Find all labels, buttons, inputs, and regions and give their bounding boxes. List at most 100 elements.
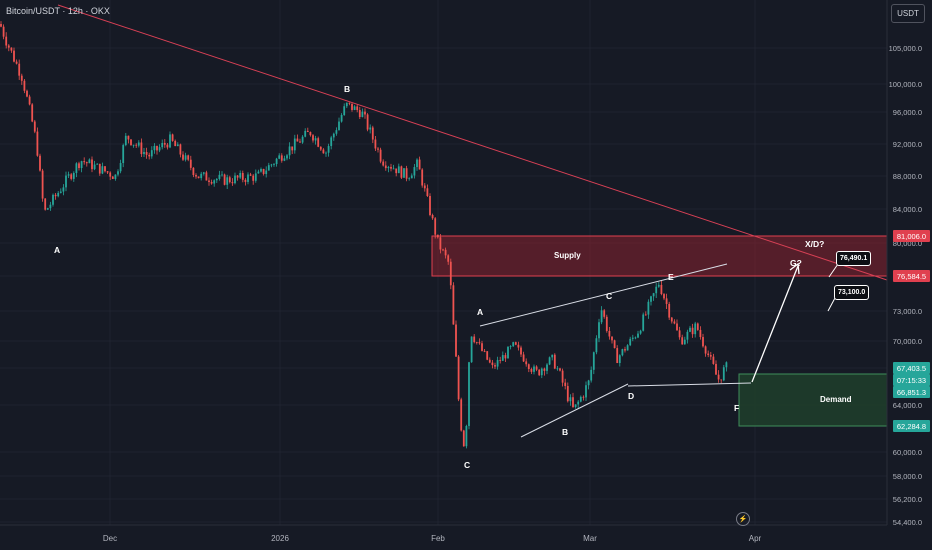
candle-down — [5, 32, 8, 49]
candle-up — [153, 143, 156, 154]
candle-up — [267, 162, 270, 171]
candle-up — [468, 361, 470, 430]
candle-up — [283, 155, 286, 162]
candle-down — [663, 293, 665, 301]
candle-up — [345, 102, 348, 109]
candle-up — [686, 329, 689, 344]
candle-up — [647, 299, 650, 319]
candle-down — [709, 351, 712, 360]
candles — [0, 21, 728, 449]
candle-up — [80, 160, 83, 173]
candle-up — [650, 295, 652, 306]
candle-up — [150, 146, 153, 159]
wave-label-f-minor: F — [734, 403, 740, 413]
candle-down — [174, 139, 177, 147]
candle-down — [668, 301, 671, 320]
candle-down — [665, 293, 668, 309]
candle-up — [265, 166, 268, 178]
candle-down — [429, 193, 431, 217]
price-axis[interactable]: 105,000.0 100,000.0 96,000.0 92,000.0 88,000… — [889, 44, 922, 527]
candle-down — [712, 353, 715, 365]
candle-down — [366, 113, 369, 132]
candle-up — [512, 341, 515, 347]
candle-down — [455, 320, 457, 357]
candle-down — [104, 166, 106, 173]
currency-button[interactable]: USDT — [891, 4, 925, 23]
price-tick-label: 92,000.0 — [893, 140, 922, 149]
candle-down — [488, 357, 491, 364]
candle-down — [312, 134, 314, 143]
candle-up — [278, 153, 281, 160]
candle-up — [93, 160, 96, 171]
candle-down — [444, 247, 447, 259]
chart-title: Bitcoin/USDT · 12h · OKX — [6, 6, 110, 16]
candle-down — [670, 316, 673, 324]
candle-up — [416, 158, 418, 171]
time-axis[interactable]: Dec 2026 Feb Mar Apr — [103, 534, 762, 543]
price-tick-label: 60,000.0 — [893, 448, 922, 457]
lightning-icon[interactable]: ⚡ — [736, 512, 750, 526]
candle-down — [702, 333, 704, 348]
candle-down — [7, 44, 10, 52]
time-tick-label: Apr — [749, 534, 762, 543]
candle-down — [478, 338, 481, 345]
candle-up — [325, 151, 327, 157]
candle-up — [132, 144, 135, 148]
candle-up — [546, 363, 548, 375]
candle-up — [65, 171, 67, 192]
arrow-head-icon — [789, 262, 800, 275]
candle-up — [343, 103, 346, 116]
candle-down — [564, 378, 567, 390]
candle-up — [52, 193, 54, 207]
candle-up — [392, 164, 395, 170]
candle-up — [184, 152, 187, 162]
candle-up — [304, 128, 307, 138]
candle-up — [369, 124, 372, 134]
candle-up — [556, 365, 559, 371]
candle-down — [681, 334, 684, 345]
candle-down — [473, 334, 476, 344]
candle-up — [637, 330, 639, 339]
candle-up — [683, 336, 686, 345]
candle-down — [559, 367, 561, 372]
candle-down — [41, 168, 44, 202]
candle-up — [410, 173, 413, 179]
wave-label-a-major: A — [54, 245, 61, 255]
candle-up — [260, 167, 262, 173]
candle-up — [598, 318, 600, 343]
candle-up — [270, 163, 273, 168]
candle-up — [288, 142, 291, 160]
price-tick-label: 88,000.0 — [893, 172, 922, 181]
candle-up — [639, 329, 642, 335]
price-tick-label: 64,000.0 — [893, 401, 922, 410]
candle-up — [96, 163, 99, 165]
candle-down — [135, 143, 138, 148]
candle-down — [20, 73, 23, 85]
price-callout-lower: 73,100.0 — [834, 285, 870, 300]
candle-down — [356, 104, 359, 113]
candle-down — [23, 78, 26, 94]
candle-up — [158, 144, 161, 153]
candle-down — [720, 379, 723, 384]
candle-up — [215, 177, 218, 183]
candle-down — [400, 165, 403, 180]
candle-up — [46, 207, 49, 210]
candle-down — [291, 146, 294, 155]
candle-down — [504, 352, 507, 363]
candle-down — [249, 172, 252, 177]
candle-up — [117, 169, 119, 177]
candle-up — [574, 404, 577, 409]
candle-up — [59, 188, 62, 194]
candle-down — [195, 173, 197, 179]
candle-down — [481, 340, 483, 352]
candle-down — [535, 365, 538, 372]
candle-down — [605, 314, 608, 333]
candle-down — [616, 345, 619, 364]
candle-down — [462, 429, 465, 447]
candle-down — [566, 382, 569, 403]
candle-up — [725, 361, 728, 372]
candle-up — [221, 171, 223, 177]
candle-down — [371, 125, 374, 144]
candle-down — [85, 161, 88, 167]
